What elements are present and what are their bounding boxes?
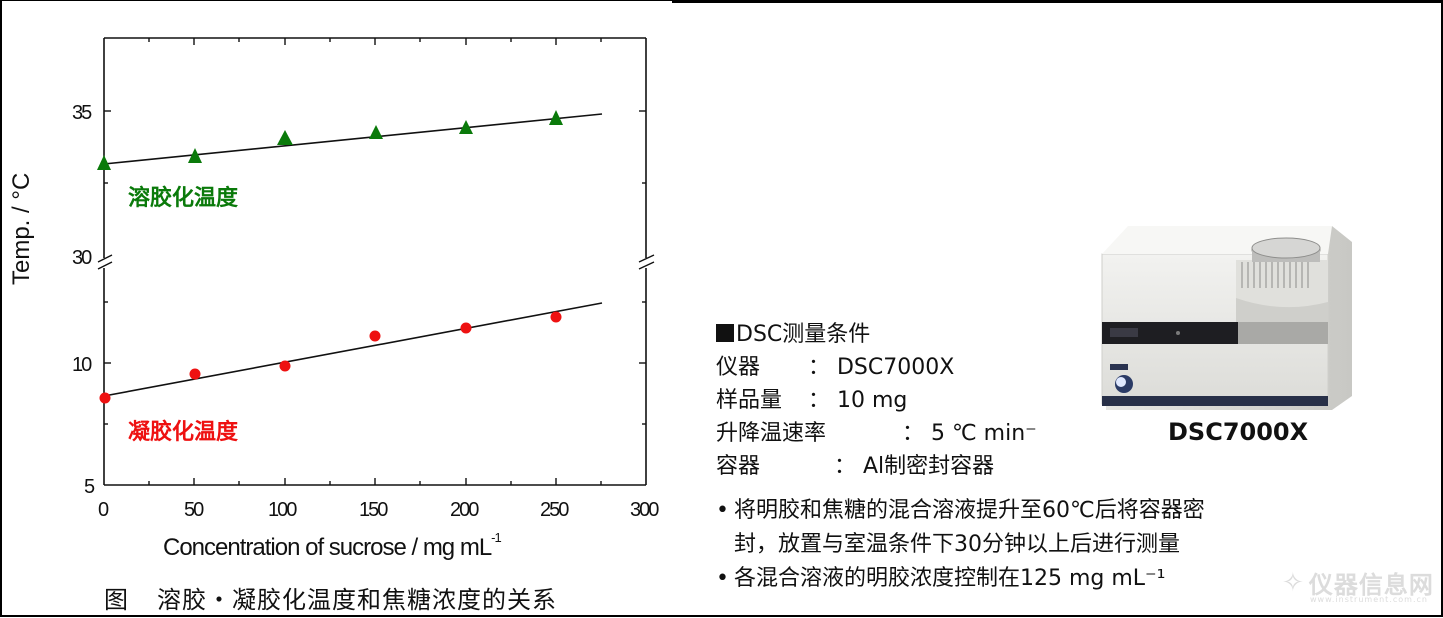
sol-temperature-label: 溶胶化温度 (128, 186, 239, 211)
conditions-panel (672, 0, 1443, 617)
device-label: DSC7000X (1168, 418, 1309, 446)
square-bullet-icon (716, 324, 734, 342)
note-item: • 将明胶和焦糖的混合溶液提升至60℃后将容器密 (716, 498, 1205, 523)
gel-fit-line (103, 302, 603, 397)
dsc-instrument-image (1101, 226, 1352, 410)
x-tick-150: 150 (359, 499, 388, 521)
watermark: ✧ 仪器信息网 www.instrument.com.cn (1282, 567, 1434, 605)
sol-series (97, 110, 563, 170)
temperature-chart: 35 30 10 5 0 50 100 150 200 250 300 (72, 37, 661, 521)
chart-panel (0, 0, 672, 617)
condition-row: 仪器： DSC7000X (716, 355, 955, 380)
y-tick-30: 30 (72, 247, 92, 269)
condition-row: 样品量： 10 mg (716, 388, 908, 413)
instrument-logo-icon: ✧ (1282, 567, 1304, 598)
x-tick-200: 200 (450, 499, 479, 521)
y-tick-5: 5 (84, 476, 95, 498)
note-item: • 各混合溶液的明胶浓度控制在125 mg mL⁻¹ (716, 566, 1166, 591)
x-tick-0: 0 (98, 499, 109, 521)
condition-row: 容器： Al制密封容器 (716, 454, 995, 479)
x-axis-title: Concentration of sucrose / mg mL-1 (163, 530, 502, 561)
y-axis-title: Temp. / °C (8, 172, 35, 285)
condition-row: 升降温速率： 5 ℃ min⁻ (716, 421, 1037, 446)
x-tick-250: 250 (540, 499, 569, 521)
measurement-notes: • 将明胶和焦糖的混合溶液提升至60℃后将容器密 封，放置与室温条件下30分钟以上… (716, 494, 1205, 596)
conditions-title: DSC测量条件 (716, 318, 870, 351)
y-tick-35: 35 (72, 102, 92, 124)
gel-temperature-label: 凝胶化温度 (128, 420, 239, 445)
caption-text: 溶胶・凝胶化温度和焦糖浓度的关系 (157, 586, 557, 614)
figure-caption: 图溶胶・凝胶化温度和焦糖浓度的关系 (104, 580, 557, 615)
y-tick-10: 10 (72, 354, 92, 376)
x-tick-50: 50 (184, 499, 204, 521)
x-tick-100: 100 (268, 499, 297, 521)
x-tick-300: 300 (630, 499, 659, 521)
dsc-conditions: DSC测量条件 仪器： DSC7000X 样品量： 10 mg 升降温速率： 5… (716, 318, 1037, 483)
note-item-continued: 封，放置与室温条件下30分钟以上后进行测量 (734, 532, 1180, 557)
sol-fit-line (103, 113, 603, 165)
gel-series (99, 311, 562, 404)
caption-prefix: 图 (104, 586, 129, 614)
